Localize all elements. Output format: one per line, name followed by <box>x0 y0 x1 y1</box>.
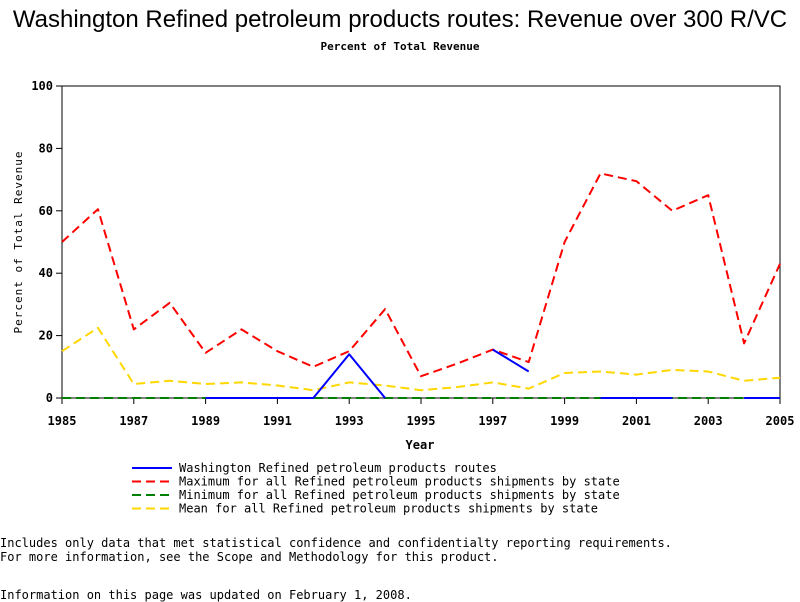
y-tick-label: 80 <box>39 141 53 155</box>
legend-label: Mean for all Refined petroleum products … <box>179 502 598 516</box>
x-tick-label: 1993 <box>335 414 364 428</box>
series-line-1 <box>205 353 386 399</box>
x-axis: 1985 1987 1989 1991 1993 1995 1997 1999 2001 2003… <box>48 398 795 428</box>
legend-label: Minimum for all Refined petroleum produc… <box>179 488 620 502</box>
y-axis: 0 20 40 60 80 100 <box>31 79 62 405</box>
x-tick-label: 2001 <box>622 414 651 428</box>
legend-label: Maximum for all Refined petroleum produc… <box>179 475 620 489</box>
y-axis-label: Percent of Total Revenue <box>12 151 25 334</box>
footnotes: Includes only data that met statistical … <box>0 536 672 564</box>
series-line-2 <box>61 172 781 378</box>
chart-title: Washington Refined petroleum products ro… <box>12 6 788 33</box>
x-tick-label: 2003 <box>694 414 723 428</box>
x-tick-label: 2005 <box>766 414 795 428</box>
x-tick-label: 1999 <box>550 414 579 428</box>
y-tick-label: 0 <box>46 391 53 405</box>
series-layer <box>61 172 781 399</box>
y-tick-label: 100 <box>31 79 53 93</box>
legend: Washington Refined petroleum products ro… <box>132 461 620 516</box>
update-notice: Information on this page was updated on … <box>0 588 412 602</box>
x-axis-label: Year <box>406 438 435 452</box>
y-tick-label: 20 <box>39 329 53 343</box>
y-tick-label: 60 <box>39 204 53 218</box>
x-tick-label: 1989 <box>191 414 220 428</box>
x-tick-label: 1995 <box>407 414 436 428</box>
x-tick-label: 1997 <box>478 414 507 428</box>
footnote-line: Includes only data that met statistical … <box>0 536 672 550</box>
x-tick-label: 1985 <box>48 414 77 428</box>
legend-label: Washington Refined petroleum products ro… <box>179 461 497 475</box>
line-chart: 0 20 40 60 80 100 1985 1987 1989 1991 1993 1995 199… <box>12 79 795 516</box>
x-tick-label: 1987 <box>119 414 148 428</box>
chart-subtitle: Percent of Total Revenue <box>320 40 480 53</box>
x-tick-label: 1991 <box>263 414 292 428</box>
series-line-1 <box>492 348 530 373</box>
series-line-4 <box>61 326 781 392</box>
plot-frame <box>61 85 781 399</box>
y-tick-label: 40 <box>39 266 53 280</box>
footnote-line: For more information, see the Scope and … <box>0 550 499 564</box>
